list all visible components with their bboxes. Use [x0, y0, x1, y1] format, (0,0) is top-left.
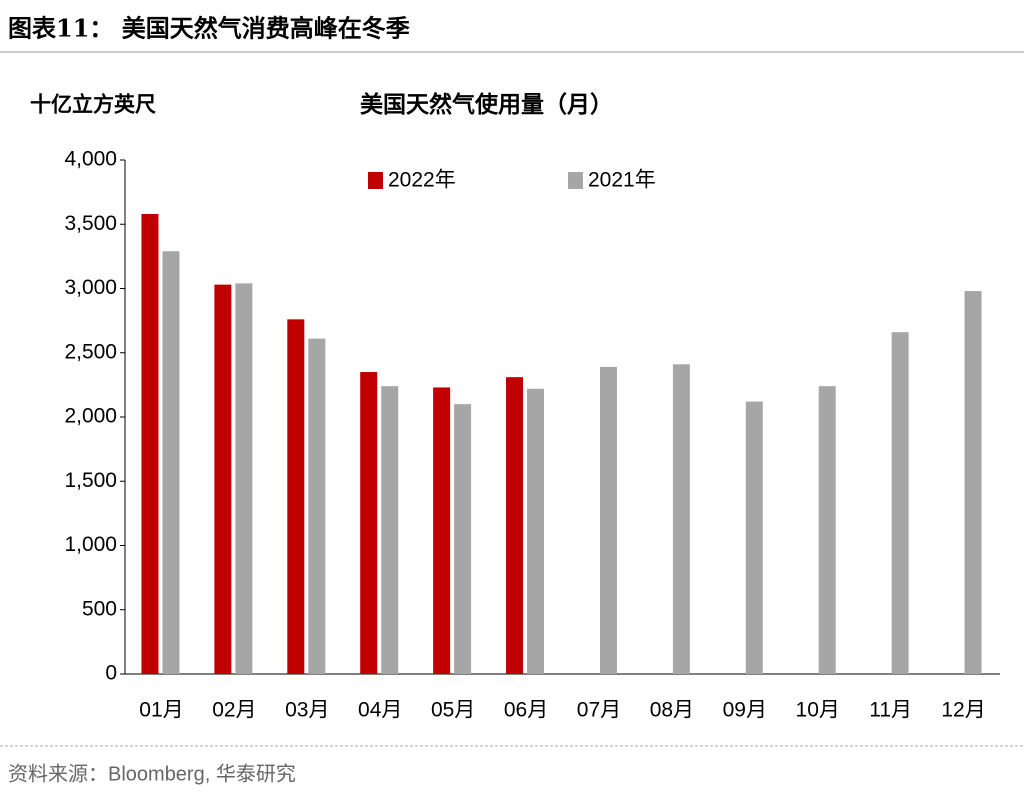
- x-tick-label: 11月: [869, 699, 912, 722]
- x-tick-label: 09月: [723, 699, 767, 722]
- y-tick-label: 2,500: [64, 340, 117, 363]
- bar: [308, 338, 326, 674]
- x-tick-label: 07月: [577, 699, 621, 722]
- x-tick-label: 06月: [504, 699, 548, 722]
- bar: [818, 386, 836, 674]
- bar: [506, 377, 524, 674]
- bar: [599, 366, 617, 674]
- source-note: 资料来源：Bloomberg, 华泰研究: [8, 762, 296, 785]
- x-tick-label: 05月: [431, 699, 475, 722]
- y-tick-label: 3,500: [64, 212, 117, 235]
- x-tick-label: 04月: [358, 699, 402, 722]
- x-tick-label: 12月: [941, 699, 985, 722]
- y-tick-label: 2,000: [64, 405, 117, 428]
- x-tick-label: 02月: [212, 699, 256, 722]
- x-tick-label: 03月: [285, 699, 329, 722]
- x-tick-label: 10月: [796, 699, 840, 722]
- bar: [162, 251, 180, 675]
- y-axis-label: 十亿立方英尺: [30, 92, 156, 117]
- chart-title: 美国天然气使用量（月）: [360, 91, 613, 118]
- y-tick-label: 1,000: [64, 533, 117, 556]
- header-title: 图表11： 美国天然气消费高峰在冬季: [8, 14, 410, 43]
- bar: [381, 386, 399, 674]
- bar: [454, 404, 472, 674]
- bar: [214, 284, 232, 674]
- bar: [360, 372, 378, 674]
- x-tick-label: 08月: [650, 699, 694, 722]
- x-tick-label: 01月: [139, 699, 183, 722]
- legend-swatch: [368, 172, 383, 189]
- y-tick-label: 500: [82, 597, 117, 620]
- legend-swatch: [568, 172, 583, 189]
- bar: [235, 283, 253, 674]
- bar: [964, 291, 982, 674]
- bar: [672, 364, 690, 674]
- bar: [141, 213, 159, 674]
- y-tick-label: 4,000: [64, 148, 117, 171]
- legend-label: 2022年: [388, 169, 456, 192]
- y-tick-label: 0: [105, 662, 117, 685]
- bar: [891, 332, 909, 674]
- bar: [527, 388, 545, 674]
- y-tick-label: 3,000: [64, 276, 117, 299]
- bar: [287, 319, 305, 674]
- legend-label: 2021年: [588, 169, 656, 192]
- y-tick-label: 1,500: [64, 469, 117, 492]
- bar: [433, 387, 451, 674]
- bar: [745, 401, 763, 674]
